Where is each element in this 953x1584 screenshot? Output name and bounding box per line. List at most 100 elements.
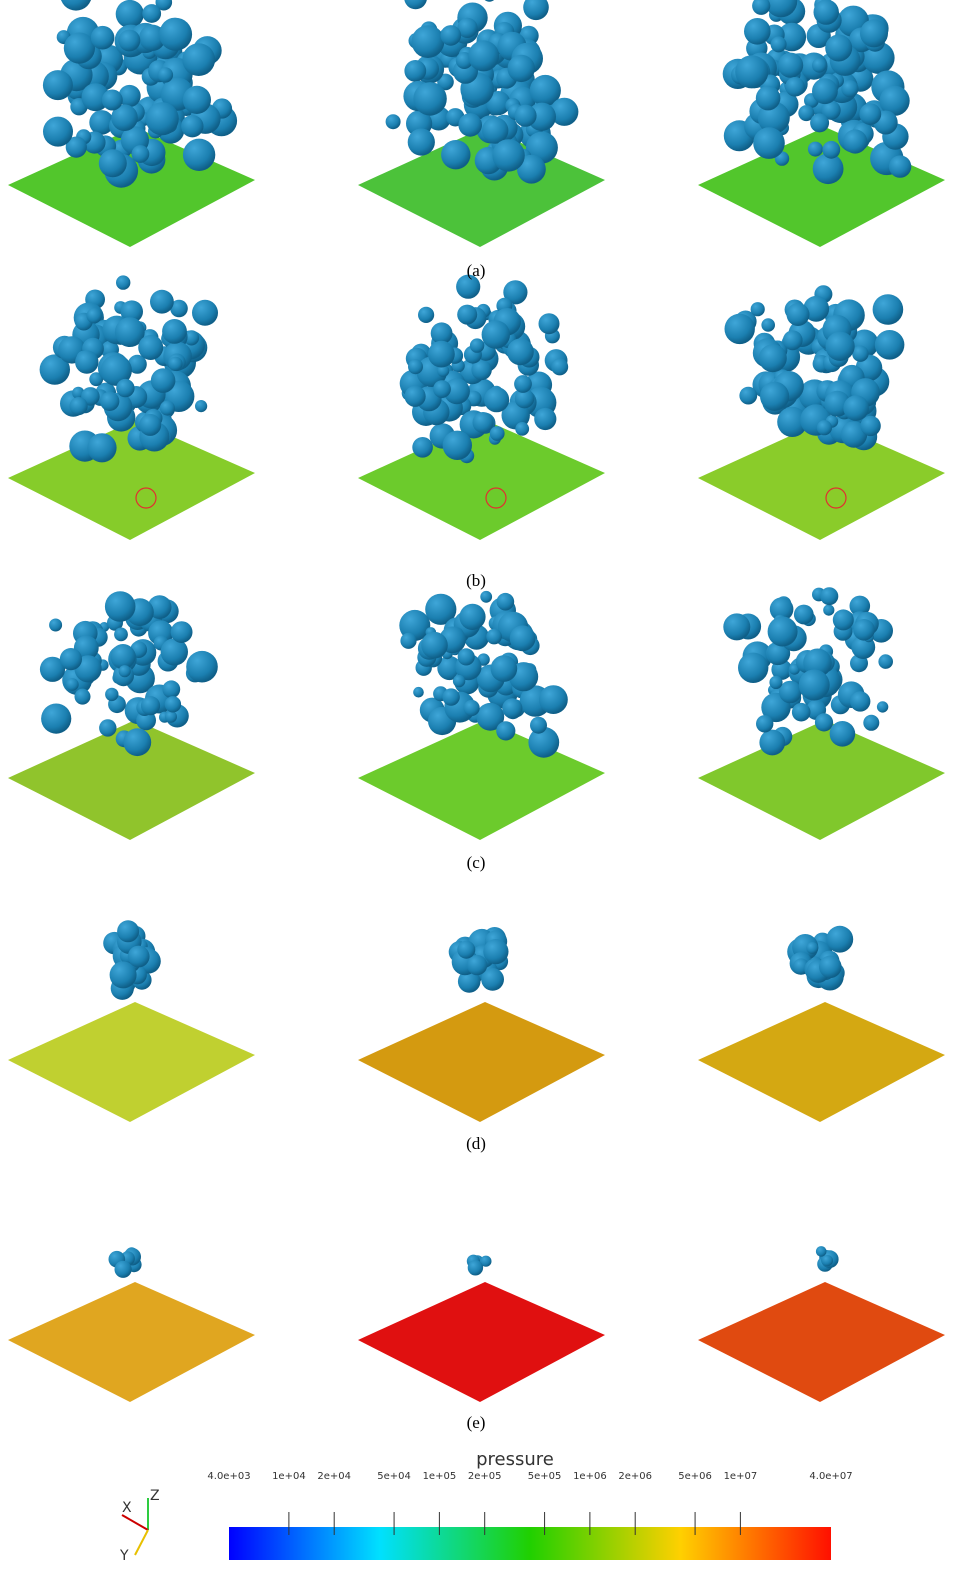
bubble xyxy=(131,145,150,163)
bubble xyxy=(492,139,525,172)
bubble xyxy=(150,368,176,393)
x-label: X xyxy=(122,1500,132,1516)
bubble xyxy=(823,604,835,616)
bubble xyxy=(829,721,856,747)
bubble xyxy=(472,412,494,433)
bubble xyxy=(484,0,495,2)
bubble xyxy=(778,52,804,78)
bubble xyxy=(843,395,869,421)
bubble xyxy=(98,149,127,178)
bubble xyxy=(812,153,844,185)
bubble xyxy=(523,0,549,21)
bubble xyxy=(428,340,455,368)
bubble xyxy=(186,650,218,683)
ground-plane xyxy=(358,720,605,840)
bubble xyxy=(841,80,859,98)
bubble xyxy=(181,115,204,138)
colorbar-tick-label: 5e+05 xyxy=(528,1471,562,1482)
y-label: Y xyxy=(119,1548,129,1564)
ground-plane xyxy=(358,127,605,247)
bubble xyxy=(116,378,135,398)
bubble xyxy=(850,691,871,712)
bubble xyxy=(832,609,854,631)
bubble xyxy=(496,592,515,611)
bubble xyxy=(798,105,815,122)
bubble xyxy=(849,595,871,617)
bubble xyxy=(75,350,99,374)
bubble xyxy=(111,104,138,131)
bubble xyxy=(457,648,475,666)
bubble xyxy=(735,55,769,89)
bubble xyxy=(139,24,166,51)
bubble xyxy=(514,388,535,409)
bubble xyxy=(458,113,483,137)
colorbar-tick-label: 2e+04 xyxy=(317,1471,351,1482)
bubble xyxy=(863,714,880,731)
bubble xyxy=(195,400,208,413)
bubble xyxy=(118,29,141,52)
bubble xyxy=(793,604,814,625)
bubble xyxy=(170,299,188,318)
bubble xyxy=(100,391,120,411)
bubble xyxy=(468,40,500,72)
bubble xyxy=(777,406,808,437)
bubble xyxy=(457,970,481,993)
bubble xyxy=(785,77,805,97)
bubble xyxy=(825,34,853,62)
y-axis xyxy=(134,1529,149,1556)
bubble xyxy=(489,426,505,441)
highlight-circle xyxy=(135,487,157,509)
bubble xyxy=(463,699,480,717)
bubble xyxy=(515,422,530,436)
bubble xyxy=(821,1255,834,1267)
bubble xyxy=(456,274,481,299)
z-label: Z xyxy=(150,1488,160,1504)
axes-triad: Z X Y xyxy=(119,1488,160,1564)
bubble xyxy=(87,433,117,463)
bubble xyxy=(486,91,511,116)
bubble xyxy=(724,313,755,345)
bubble xyxy=(457,17,478,38)
bubble xyxy=(860,19,888,48)
bubble xyxy=(744,18,771,45)
bubble xyxy=(756,715,774,733)
bubble xyxy=(815,1246,827,1257)
colorbar-title: pressure xyxy=(476,1449,554,1470)
bubble xyxy=(437,655,462,681)
x-axis xyxy=(121,1514,149,1531)
colorbar-tick-label: 1e+05 xyxy=(423,1471,457,1482)
bubble xyxy=(806,942,819,954)
bubble xyxy=(136,710,157,731)
bubble xyxy=(109,961,137,989)
bubble xyxy=(507,54,535,83)
bubble xyxy=(765,0,798,18)
bubble xyxy=(769,597,794,621)
bubble xyxy=(162,680,181,699)
bubble xyxy=(484,387,510,413)
bubble xyxy=(69,397,88,416)
colorbar-tick-label: 4.0e+07 xyxy=(809,1471,852,1482)
bubble xyxy=(738,652,769,683)
bubble xyxy=(413,686,424,698)
bubble xyxy=(39,354,70,385)
colorbar-tick-label: 5e+06 xyxy=(678,1471,712,1482)
bubble xyxy=(182,85,211,114)
caption: (e) xyxy=(467,1413,486,1432)
colorbar xyxy=(229,1527,831,1560)
bubble xyxy=(165,710,177,723)
bubble xyxy=(65,136,87,158)
bubble xyxy=(739,386,758,405)
bubble xyxy=(157,67,174,83)
bubble xyxy=(443,378,470,405)
bubble xyxy=(114,317,145,347)
bubble xyxy=(442,688,460,706)
bubble xyxy=(759,729,786,756)
bubble xyxy=(888,155,912,178)
bubble xyxy=(418,306,435,323)
bubble xyxy=(551,358,569,376)
bubble xyxy=(879,85,910,116)
bubble xyxy=(761,318,775,332)
colorbar-tick-label: 5e+04 xyxy=(377,1471,411,1482)
bubble xyxy=(503,280,528,305)
